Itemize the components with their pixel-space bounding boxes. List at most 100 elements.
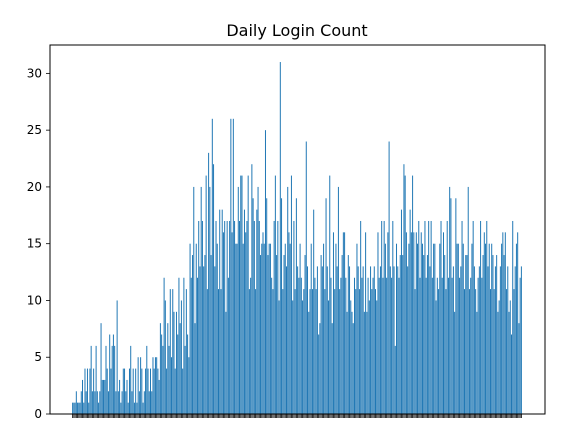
bar <box>90 345 92 414</box>
bar <box>232 118 234 415</box>
bar <box>344 232 346 414</box>
bar <box>235 243 237 414</box>
bar <box>269 243 271 414</box>
bar <box>477 277 479 414</box>
bar <box>388 141 390 414</box>
bar <box>482 255 484 414</box>
bar <box>350 300 352 414</box>
bar <box>276 255 278 414</box>
bar <box>103 379 105 414</box>
bar <box>273 220 275 414</box>
bar <box>360 220 362 414</box>
bar <box>473 266 475 414</box>
plot-frame <box>49 44 546 415</box>
bar <box>146 345 148 414</box>
bar <box>78 402 80 414</box>
bar <box>190 277 192 414</box>
bar <box>335 243 337 414</box>
bar <box>475 289 477 414</box>
bar <box>156 357 158 414</box>
bar <box>311 289 313 414</box>
bar <box>114 345 116 414</box>
bar <box>321 266 323 414</box>
bar <box>136 402 138 414</box>
bar <box>444 255 446 414</box>
bar <box>83 402 85 414</box>
bar <box>467 186 469 414</box>
bar <box>457 243 459 414</box>
bar <box>192 255 194 414</box>
bar <box>428 220 430 414</box>
bar <box>283 255 285 414</box>
y-tick-label: 5 <box>34 350 42 364</box>
bar <box>300 277 302 414</box>
bar <box>140 357 142 414</box>
bar <box>361 277 363 414</box>
bar <box>297 266 299 414</box>
bar <box>510 334 512 414</box>
bar <box>255 289 257 414</box>
bar <box>472 220 474 414</box>
bar <box>251 164 253 414</box>
bar <box>309 289 311 414</box>
bar <box>471 243 473 414</box>
bar <box>173 311 175 414</box>
bar <box>189 243 191 414</box>
bar <box>132 368 134 414</box>
bar <box>336 266 338 414</box>
y-tick-label: 15 <box>27 237 42 251</box>
bar <box>403 164 405 414</box>
chart-title: Daily Login Count <box>226 21 367 40</box>
bar <box>116 300 118 414</box>
bar <box>294 289 296 414</box>
bar <box>150 368 151 414</box>
bar <box>410 232 412 414</box>
bar <box>203 266 205 414</box>
bar <box>188 357 190 414</box>
bar <box>391 277 393 414</box>
bar <box>175 311 177 414</box>
bar <box>174 368 176 414</box>
bar <box>307 266 309 414</box>
bar <box>513 289 515 414</box>
bar <box>242 243 244 414</box>
bar <box>357 266 359 414</box>
bar <box>164 300 166 414</box>
bar <box>221 209 223 414</box>
bar <box>430 220 432 414</box>
bar <box>171 357 173 414</box>
bar <box>185 289 187 414</box>
bar <box>227 277 229 414</box>
bar <box>84 368 86 414</box>
bar <box>248 289 250 414</box>
bar <box>178 277 180 414</box>
bar <box>440 220 442 414</box>
bar <box>261 243 263 414</box>
bar <box>441 277 443 414</box>
bar <box>245 232 247 414</box>
bar <box>143 391 145 414</box>
bar <box>447 277 449 414</box>
bar <box>480 220 482 414</box>
bar <box>489 289 491 414</box>
bar <box>172 289 174 414</box>
bar <box>77 402 79 414</box>
bar <box>476 311 478 414</box>
bar <box>371 289 373 414</box>
bar <box>147 368 149 414</box>
bar <box>305 141 307 414</box>
bar <box>402 255 404 414</box>
bar <box>517 232 519 414</box>
bar <box>425 277 427 414</box>
bar <box>389 266 391 414</box>
bar <box>337 186 339 414</box>
bar <box>141 368 143 414</box>
y-tick-label: 30 <box>27 66 42 80</box>
bar <box>387 232 389 414</box>
bar <box>169 289 171 414</box>
bar <box>99 391 101 414</box>
bar <box>435 300 437 414</box>
bar <box>187 334 189 414</box>
bar <box>302 300 304 414</box>
bar <box>352 323 354 414</box>
